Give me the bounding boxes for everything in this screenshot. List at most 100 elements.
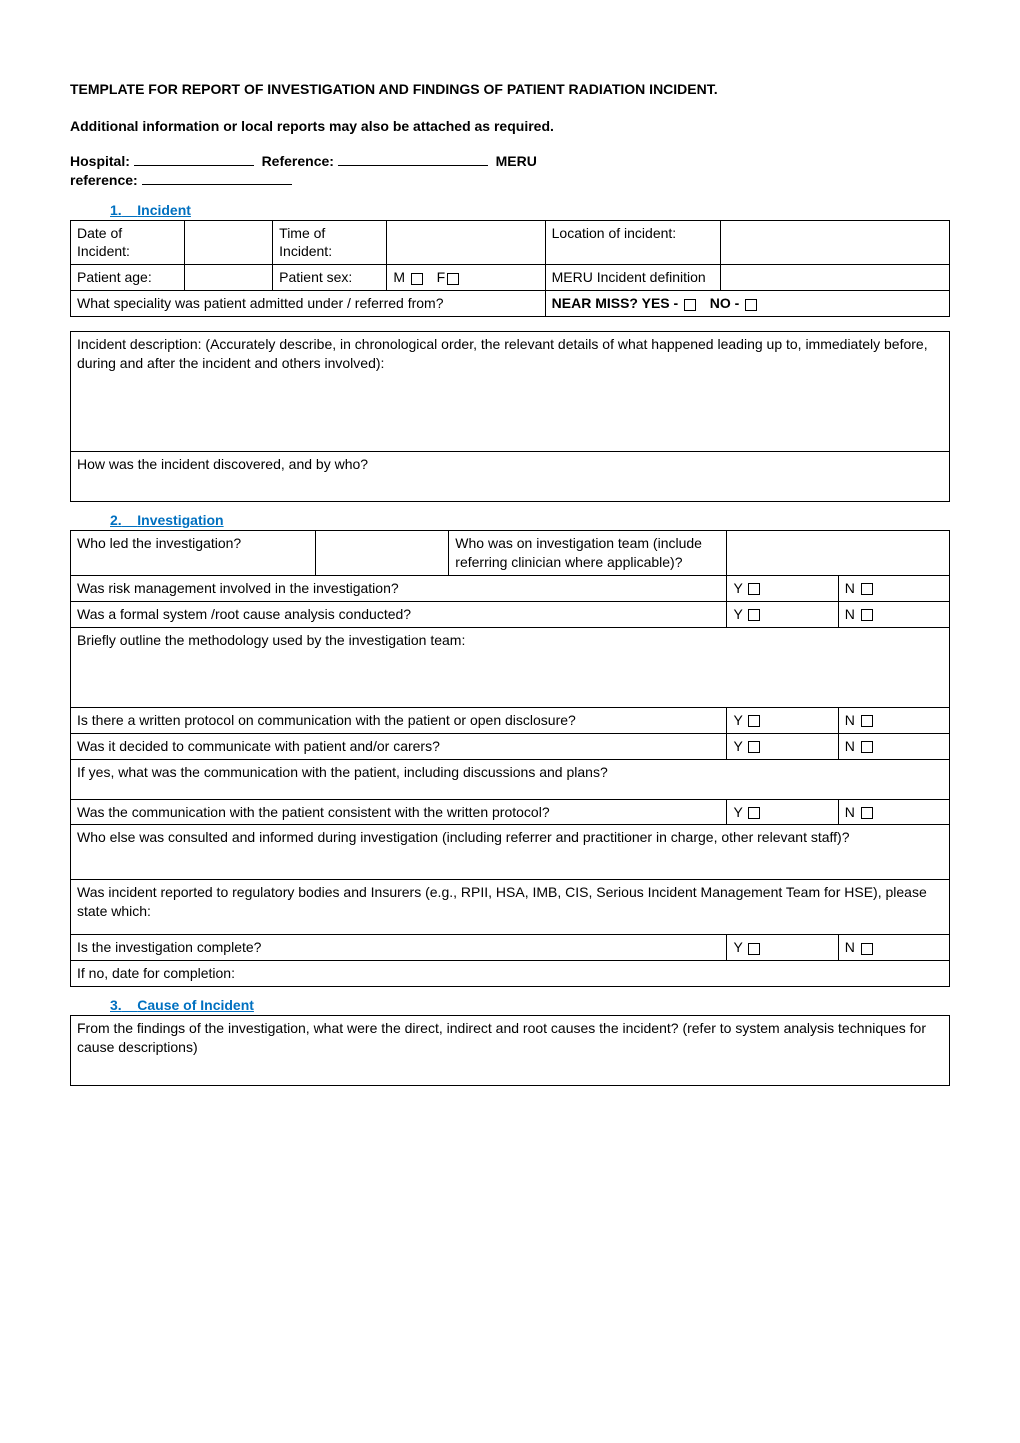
root-yes[interactable]: Y <box>727 601 838 627</box>
time-label: Time of Incident: <box>273 220 387 265</box>
root-no[interactable]: N <box>838 601 949 627</box>
sex-m-label: M <box>393 269 405 285</box>
risk-mgmt-no[interactable]: N <box>838 575 949 601</box>
comm-y-checkbox[interactable] <box>748 741 760 753</box>
sex-label: Patient sex: <box>273 265 387 291</box>
section-1-title: Incident <box>137 202 191 218</box>
reported-cell[interactable]: Was incident reported to regulatory bodi… <box>71 880 950 935</box>
sex-m-checkbox[interactable] <box>411 273 423 285</box>
header-row-1: Hospital: Reference: MERU <box>70 152 950 169</box>
age-value[interactable] <box>185 265 273 291</box>
comm-yes[interactable]: Y <box>727 733 838 759</box>
ifno-date-cell[interactable]: If no, date for completion: <box>71 961 950 987</box>
incident-discovered[interactable]: How was the incident discovered, and by … <box>71 452 950 502</box>
comp-y-checkbox[interactable] <box>748 943 760 955</box>
document-title: TEMPLATE FOR REPORT OF INVESTIGATION AND… <box>70 80 950 100</box>
team-label: Who was on investigation team (include r… <box>449 531 727 576</box>
section-1-heading: 1. Incident <box>110 202 950 218</box>
hospital-blank[interactable] <box>134 152 254 166</box>
complete-yes[interactable]: Y <box>727 935 838 961</box>
sex-value[interactable]: M F <box>387 265 545 291</box>
protocol-label: Is there a written protocol on communica… <box>71 707 727 733</box>
meru-ref-label: reference: <box>70 172 138 188</box>
section-3-num: 3. <box>110 997 122 1013</box>
cause-table: From the findings of the investigation, … <box>70 1015 950 1086</box>
y-label: Y <box>733 939 742 955</box>
n-label: N <box>845 606 855 622</box>
document-subtitle: Additional information or local reports … <box>70 118 950 134</box>
protocol-y-checkbox[interactable] <box>748 715 760 727</box>
risk-mgmt-label: Was risk management involved in the inve… <box>71 575 727 601</box>
risk-y-checkbox[interactable] <box>748 583 760 595</box>
reference-label: Reference: <box>262 153 334 169</box>
n-label: N <box>845 804 855 820</box>
communicate-label: Was it decided to communicate with patie… <box>71 733 727 759</box>
cons-n-checkbox[interactable] <box>861 807 873 819</box>
meru-ref-blank[interactable] <box>142 171 292 185</box>
nearmiss-yes-checkbox[interactable] <box>684 299 696 311</box>
n-label: N <box>845 712 855 728</box>
reference-blank[interactable] <box>338 152 488 166</box>
methodology-cell[interactable]: Briefly outline the methodology used by … <box>71 627 950 707</box>
sex-f-label: F <box>437 269 446 285</box>
comm-no[interactable]: N <box>838 733 949 759</box>
section-2-title: Investigation <box>137 512 223 528</box>
protocol-no[interactable]: N <box>838 707 949 733</box>
risk-mgmt-yes[interactable]: Y <box>727 575 838 601</box>
nearmiss-no-checkbox[interactable] <box>745 299 757 311</box>
section-2-heading: 2. Investigation <box>110 512 950 528</box>
incident-table: Date of Incident: Time of Incident: Loca… <box>70 220 950 318</box>
root-n-checkbox[interactable] <box>861 609 873 621</box>
consistent-no[interactable]: N <box>838 799 949 825</box>
speciality-label: What speciality was patient admitted und… <box>71 291 546 317</box>
age-label: Patient age: <box>71 265 185 291</box>
lead-value[interactable] <box>315 531 449 576</box>
n-label: N <box>845 580 855 596</box>
consulted-cell[interactable]: Who else was consulted and informed duri… <box>71 825 950 880</box>
complete-label: Is the investigation complete? <box>71 935 727 961</box>
section-2-num: 2. <box>110 512 122 528</box>
section-3-title: Cause of Incident <box>137 997 254 1013</box>
comp-n-checkbox[interactable] <box>861 943 873 955</box>
y-label: Y <box>733 712 742 728</box>
header-row-2: reference: <box>70 171 950 188</box>
cons-y-checkbox[interactable] <box>748 807 760 819</box>
nearmiss-cell: NEAR MISS? YES - NO - <box>545 291 949 317</box>
consistent-label: Was the communication with the patient c… <box>71 799 727 825</box>
root-y-checkbox[interactable] <box>748 609 760 621</box>
location-label: Location of incident: <box>545 220 721 265</box>
risk-n-checkbox[interactable] <box>861 583 873 595</box>
consistent-yes[interactable]: Y <box>727 799 838 825</box>
comm-details-cell[interactable]: If yes, what was the communication with … <box>71 759 950 799</box>
cause-findings[interactable]: From the findings of the investigation, … <box>71 1016 950 1086</box>
y-label: Y <box>733 606 742 622</box>
comm-n-checkbox[interactable] <box>861 741 873 753</box>
y-label: Y <box>733 738 742 754</box>
location-value[interactable] <box>721 220 950 265</box>
nearmiss-no-label: NO - <box>710 295 740 311</box>
y-label: Y <box>733 580 742 596</box>
meru-def-value[interactable] <box>721 265 950 291</box>
root-cause-label: Was a formal system /root cause analysis… <box>71 601 727 627</box>
team-value[interactable] <box>727 531 950 576</box>
investigation-table: Who led the investigation? Who was on in… <box>70 530 950 987</box>
sex-f-checkbox[interactable] <box>447 273 459 285</box>
incident-description[interactable]: Incident description: (Accurately descri… <box>71 332 950 452</box>
meru-label: MERU <box>496 153 537 169</box>
section-3-heading: 3. Cause of Incident <box>110 997 950 1013</box>
time-value[interactable] <box>387 220 545 265</box>
section-1-num: 1. <box>110 202 122 218</box>
y-label: Y <box>733 804 742 820</box>
protocol-yes[interactable]: Y <box>727 707 838 733</box>
incident-description-table: Incident description: (Accurately descri… <box>70 331 950 502</box>
nearmiss-label: NEAR MISS? YES - <box>552 295 679 311</box>
lead-label: Who led the investigation? <box>71 531 316 576</box>
complete-no[interactable]: N <box>838 935 949 961</box>
hospital-label: Hospital: <box>70 153 130 169</box>
n-label: N <box>845 738 855 754</box>
meru-def-label: MERU Incident definition <box>545 265 721 291</box>
protocol-n-checkbox[interactable] <box>861 715 873 727</box>
date-value[interactable] <box>185 220 273 265</box>
n-label: N <box>845 939 855 955</box>
date-label: Date of Incident: <box>71 220 185 265</box>
